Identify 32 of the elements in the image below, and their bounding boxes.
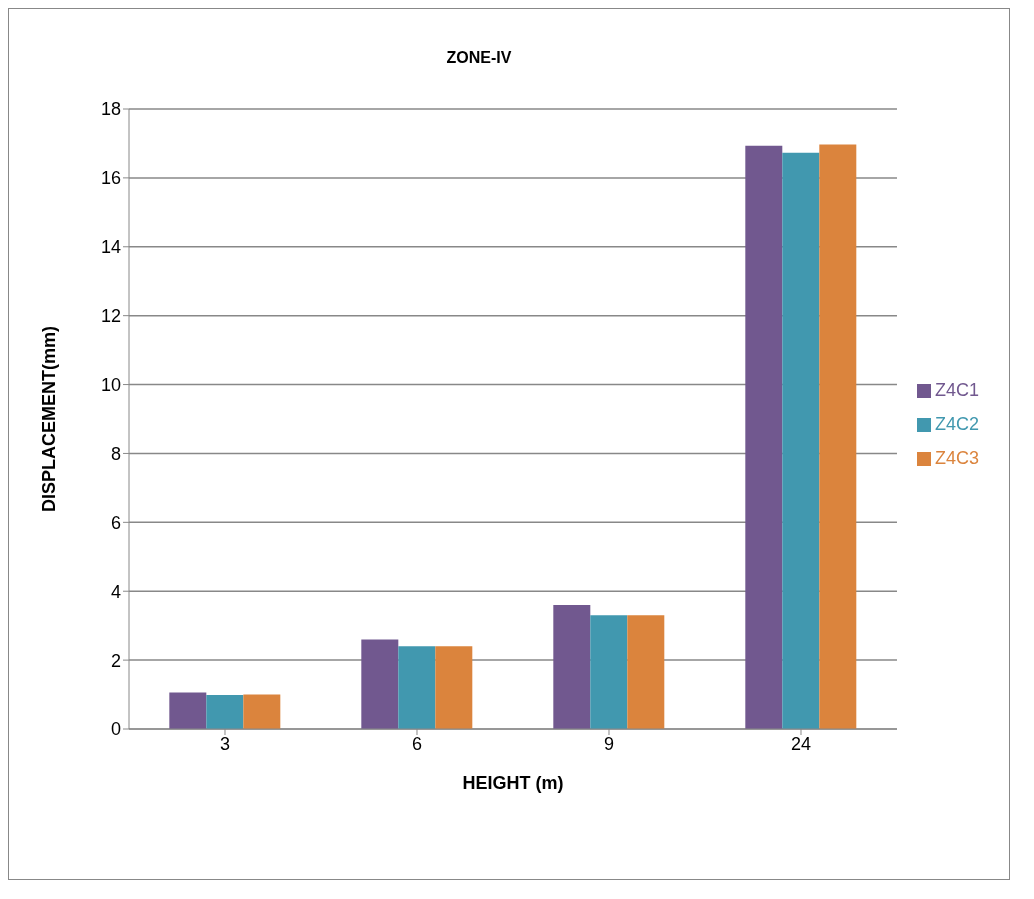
y-tick-label: 14 <box>100 237 121 258</box>
bar <box>627 615 665 729</box>
x-tick-label: 3 <box>219 733 231 754</box>
bar <box>435 646 473 729</box>
bar <box>206 694 244 729</box>
bar <box>745 145 783 729</box>
legend-label: Z4C3 <box>934 448 979 468</box>
bar <box>819 144 857 729</box>
y-tick-label: 0 <box>110 719 121 740</box>
bar <box>590 615 628 729</box>
y-tick-label: 6 <box>110 512 121 533</box>
y-tick-label: 18 <box>100 99 121 120</box>
bar <box>553 605 591 729</box>
x-axis-title: HEIGHT (m) <box>462 773 564 793</box>
x-tick-label: 24 <box>790 733 811 754</box>
bar <box>361 639 399 729</box>
x-tick-label: 9 <box>603 733 614 754</box>
y-tick-label: 8 <box>110 443 121 464</box>
y-tick-label: 16 <box>100 168 121 189</box>
y-axis-title: DISPLACEMENT(mm) <box>39 325 60 513</box>
y-tick-label: 2 <box>110 650 121 671</box>
bar <box>169 692 207 729</box>
y-tick-label: 4 <box>110 581 121 602</box>
bar <box>398 646 436 729</box>
x-tick-label: 6 <box>411 733 422 754</box>
chart-title: ZONE-IV <box>445 49 513 67</box>
bar <box>243 694 281 729</box>
legend-label: Z4C1 <box>934 380 979 400</box>
bar <box>782 152 820 729</box>
legend-label: Z4C2 <box>934 414 979 434</box>
y-tick-label: 10 <box>100 374 121 395</box>
y-tick-label: 12 <box>100 306 121 327</box>
